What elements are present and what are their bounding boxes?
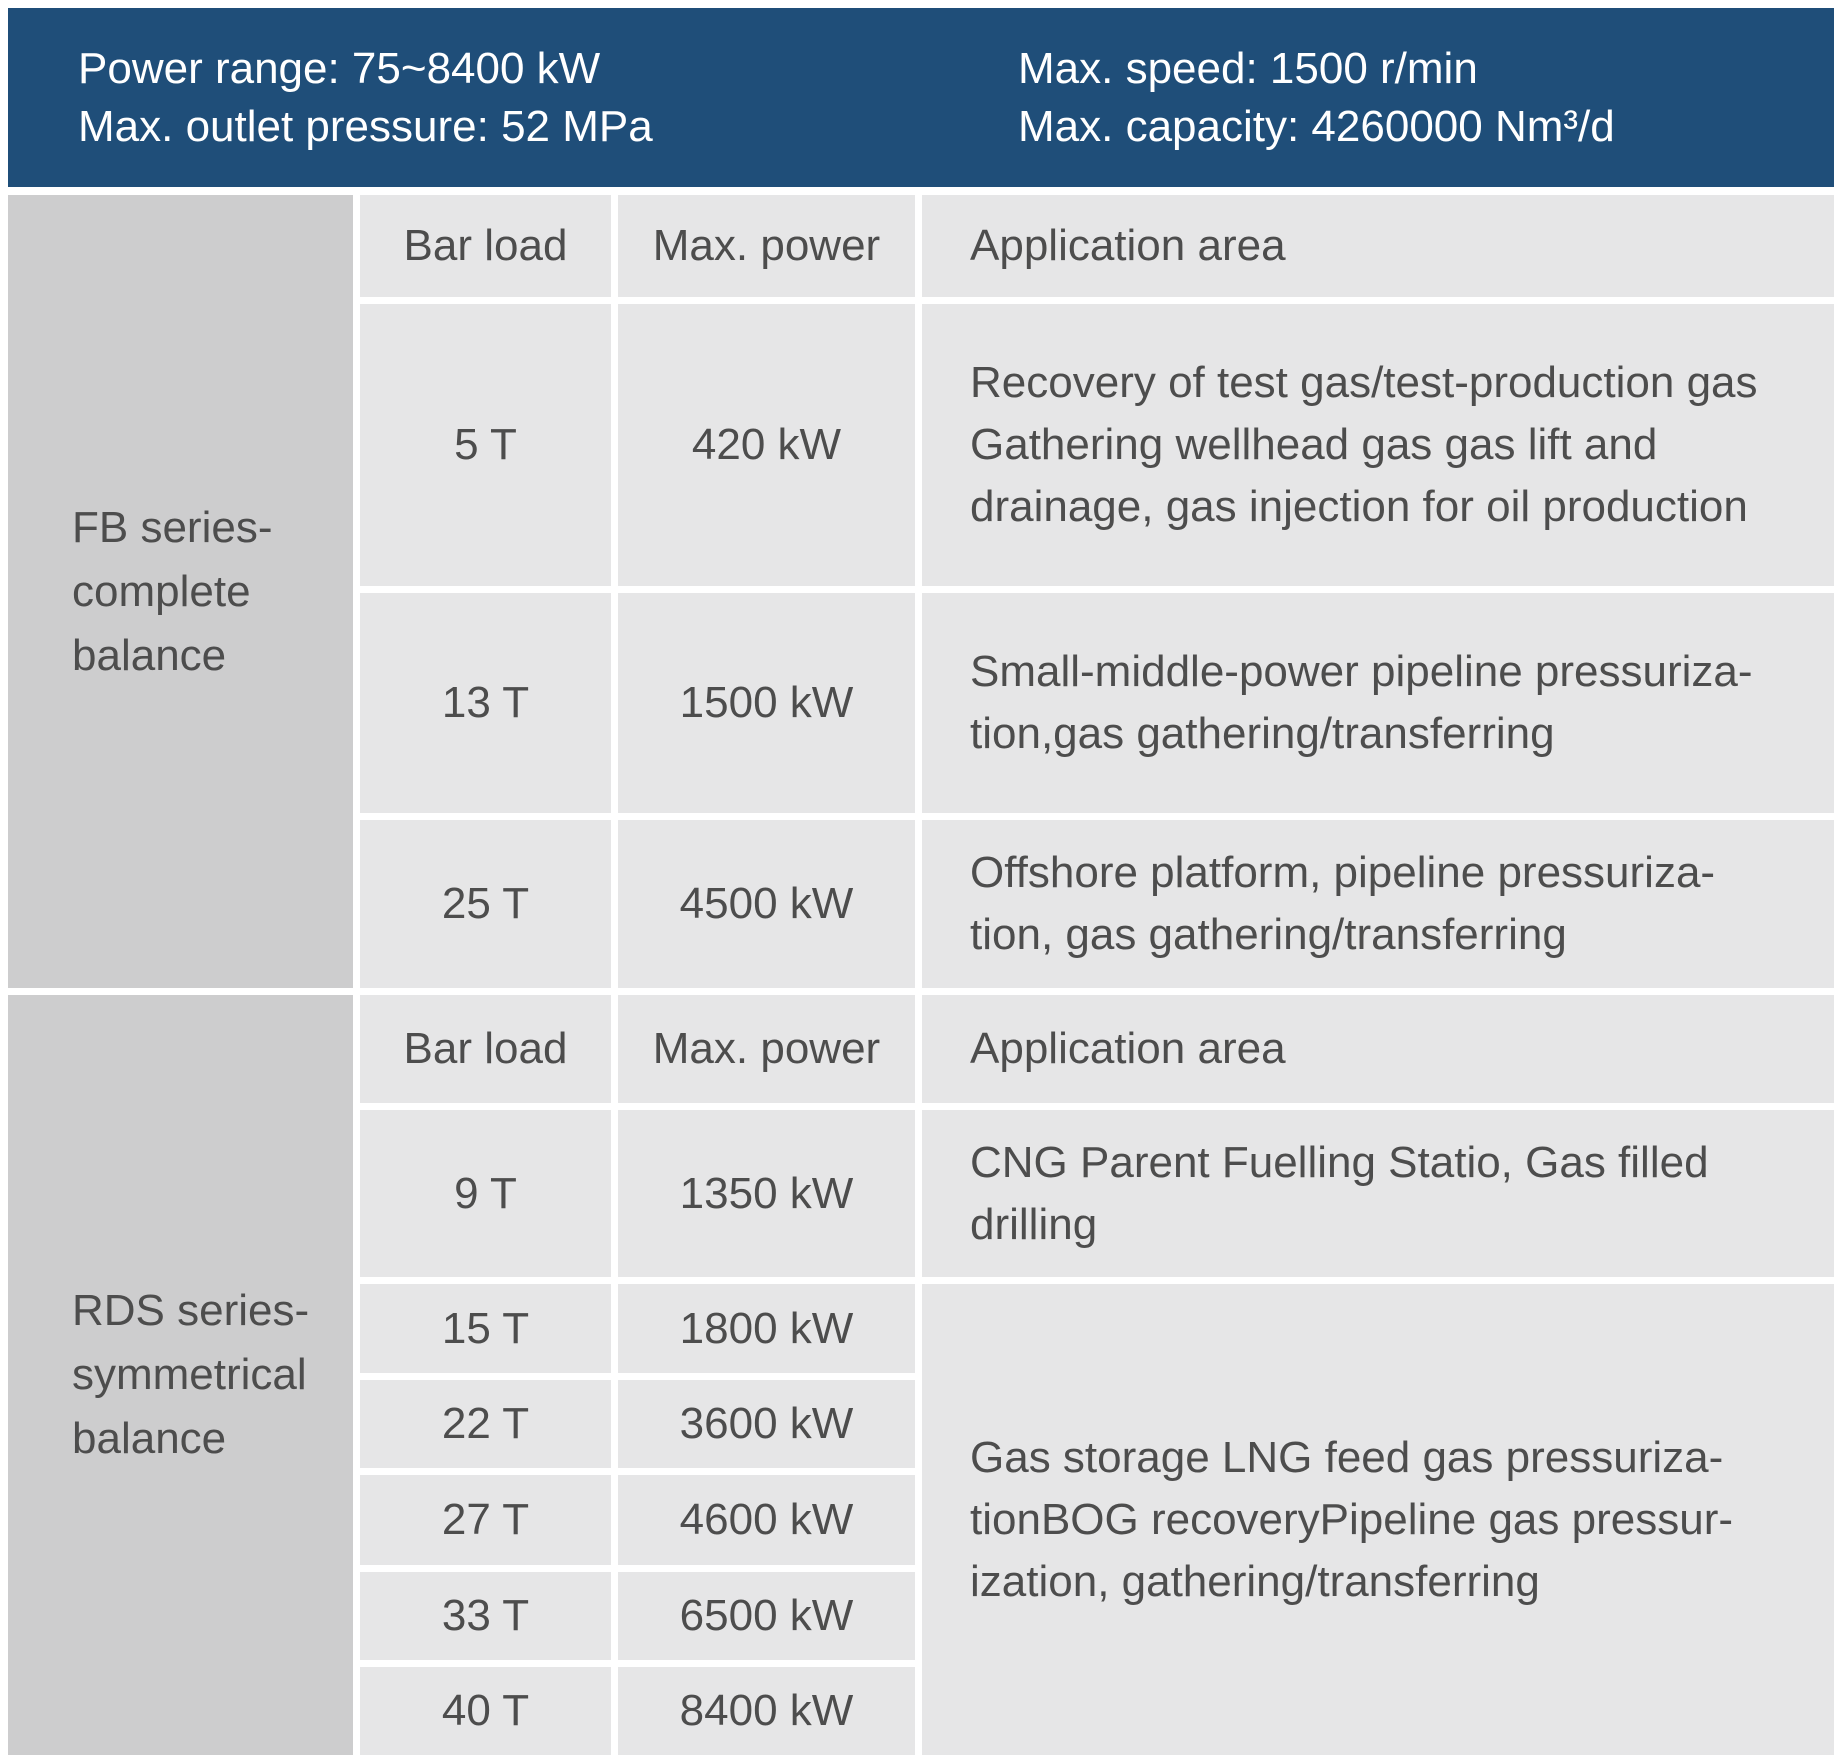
header-bar-load-rds: Bar load	[360, 995, 611, 1103]
cell-bar-load-5t: 5 T	[360, 304, 611, 586]
spec-max-capacity: Max. capacity: 4260000 Nm³/d	[1018, 101, 1615, 151]
cell-application-merged-rds: Gas storage LNG feed gas pressuriza- tio…	[922, 1284, 1834, 1755]
cell-max-power-33t: 6500 kW	[618, 1572, 915, 1660]
cell-max-power-15t: 1800 kW	[618, 1284, 915, 1373]
header-application-area-rds: Application area	[922, 995, 1834, 1103]
spec-banner: Power range: 75~8400 kW Max. outlet pres…	[8, 8, 1834, 187]
cell-bar-load-22t: 22 T	[360, 1380, 611, 1468]
cell-max-power-25t: 4500 kW	[618, 820, 915, 988]
cell-bar-load-9t: 9 T	[360, 1110, 611, 1277]
cell-bar-load-25t: 25 T	[360, 820, 611, 988]
header-application-area-fb: Application area	[922, 195, 1834, 297]
cell-max-power-22t: 3600 kW	[618, 1380, 915, 1468]
spec-banner-left-column: Power range: 75~8400 kW Max. outlet pres…	[8, 40, 1018, 156]
cell-bar-load-27t: 27 T	[360, 1475, 611, 1565]
cell-bar-load-13t: 13 T	[360, 593, 611, 813]
header-max-power-fb: Max. power	[618, 195, 915, 297]
cell-bar-load-15t: 15 T	[360, 1284, 611, 1373]
series-cell-rds: RDS series- symmetrical balance	[8, 995, 353, 1755]
cell-application-25t: Offshore platform, pipeline pressuriza- …	[922, 820, 1834, 988]
cell-max-power-9t: 1350 kW	[618, 1110, 915, 1277]
cell-max-power-5t: 420 kW	[618, 304, 915, 586]
spec-max-speed: Max. speed: 1500 r/min	[1018, 43, 1478, 93]
series-table: FB series- complete balance Bar load Max…	[8, 195, 1834, 1755]
cell-max-power-27t: 4600 kW	[618, 1475, 915, 1565]
cell-application-13t: Small-middle-power pipeline pressuriza- …	[922, 593, 1834, 813]
cell-application-9t: CNG Parent Fuelling Statio, Gas filled d…	[922, 1110, 1834, 1277]
cell-max-power-13t: 1500 kW	[618, 593, 915, 813]
series-cell-fb: FB series- complete balance	[8, 195, 353, 988]
product-spec-sheet: Power range: 75~8400 kW Max. outlet pres…	[0, 8, 1840, 1755]
spec-banner-right-column: Max. speed: 1500 r/min Max. capacity: 42…	[1018, 40, 1834, 156]
spec-power-range: Power range: 75~8400 kW	[78, 43, 601, 93]
cell-bar-load-40t: 40 T	[360, 1667, 611, 1755]
cell-max-power-40t: 8400 kW	[618, 1667, 915, 1755]
cell-bar-load-33t: 33 T	[360, 1572, 611, 1660]
header-max-power-rds: Max. power	[618, 995, 915, 1103]
cell-application-5t: Recovery of test gas/test-production gas…	[922, 304, 1834, 586]
spec-max-outlet-pressure: Max. outlet pressure: 52 MPa	[78, 101, 653, 151]
header-bar-load-fb: Bar load	[360, 195, 611, 297]
